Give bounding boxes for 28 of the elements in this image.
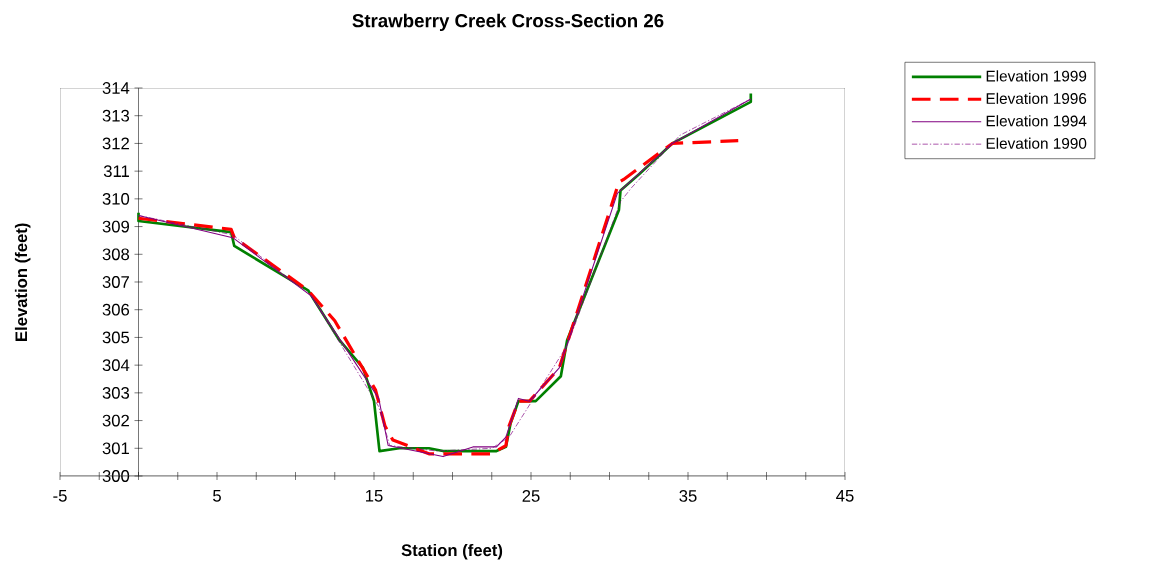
legend-label: Elevation 1999 bbox=[986, 70, 1087, 82]
y-tick-label: 314 bbox=[102, 82, 130, 94]
legend-label: Elevation 1994 bbox=[986, 115, 1087, 127]
y-tick-label: 304 bbox=[102, 359, 130, 372]
y-tick-label: 308 bbox=[102, 248, 130, 261]
y-tick-label: 312 bbox=[102, 137, 129, 150]
x-tick-label: 15 bbox=[366, 490, 383, 502]
chart-title: Strawberry Creek Cross-Section 26 bbox=[352, 13, 664, 32]
x-tick-label: 35 bbox=[679, 490, 697, 502]
y-tick-label: 302 bbox=[102, 414, 129, 427]
y-tick-label: 306 bbox=[102, 303, 130, 316]
x-tick-label: 25 bbox=[522, 490, 540, 502]
y-tick-label: 300 bbox=[102, 470, 130, 482]
x-axis-title: Station (feet) bbox=[401, 543, 503, 560]
y-tick-label: 301 bbox=[102, 442, 129, 455]
y-tick-label: 305 bbox=[102, 331, 130, 344]
y-tick-label: 307 bbox=[102, 276, 129, 288]
y-axis-title: Elevation (feet) bbox=[14, 223, 31, 341]
y-tick-label: 309 bbox=[102, 220, 130, 233]
x-tick-label: 5 bbox=[213, 490, 221, 502]
y-tick-label: 303 bbox=[102, 386, 130, 399]
x-tick-label: 45 bbox=[836, 490, 854, 502]
legend-label: Elevation 1996 bbox=[986, 92, 1087, 104]
x-tick-label: -5 bbox=[53, 490, 67, 502]
y-tick-label: 311 bbox=[103, 165, 129, 178]
legend-label: Elevation 1990 bbox=[986, 137, 1087, 149]
y-tick-label: 313 bbox=[102, 109, 130, 122]
y-tick-label: 310 bbox=[102, 192, 130, 205]
